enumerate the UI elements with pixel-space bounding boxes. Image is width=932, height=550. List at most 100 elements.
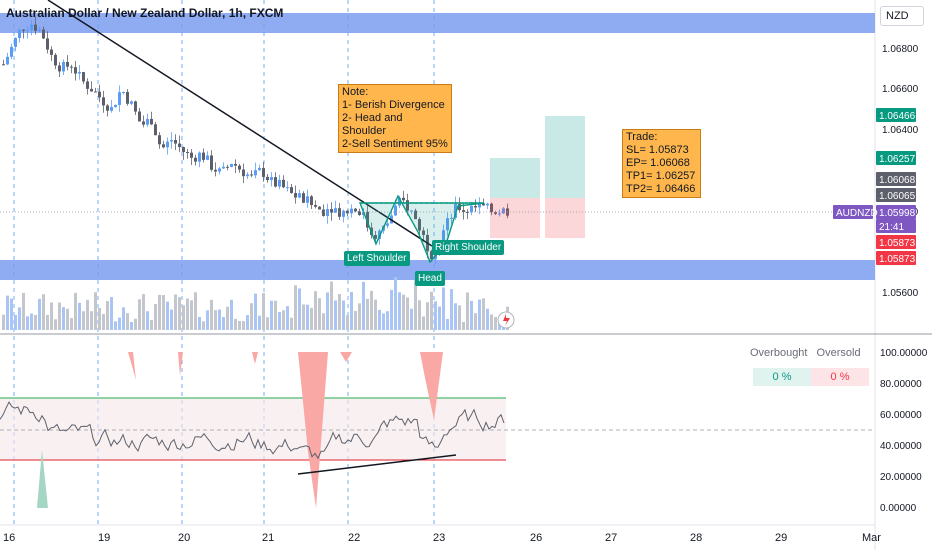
price-tag-text: 1.05873	[879, 238, 916, 249]
volume-bar	[334, 300, 337, 330]
candle-body	[490, 203, 493, 213]
volume-bar	[174, 294, 177, 330]
volume-bar	[54, 319, 57, 330]
candle-body	[78, 72, 81, 74]
candle-body	[250, 174, 253, 176]
support-zone	[0, 260, 875, 280]
volume-bar	[146, 311, 149, 330]
volume-bar	[122, 307, 125, 330]
volume-bar	[422, 316, 425, 330]
volume-bar	[34, 315, 37, 330]
candle-body	[158, 135, 161, 145]
volume-bar	[226, 306, 229, 330]
time-tick: 29	[775, 532, 787, 544]
volume-bar	[430, 291, 433, 330]
volume-bar	[298, 288, 301, 330]
volume-bar	[370, 290, 373, 330]
candle-body	[402, 197, 405, 201]
time-tick: 21	[262, 532, 274, 544]
trend-line[interactable]	[47, 0, 433, 247]
price-tag	[876, 172, 916, 186]
candle-body	[262, 167, 265, 177]
volume-bar	[186, 298, 189, 330]
currency-button[interactable]: NZD	[880, 6, 924, 26]
sl-risk-box-1[interactable]	[490, 198, 540, 238]
candle-body	[10, 46, 13, 57]
volume-bar	[70, 318, 73, 330]
volume-bar	[126, 313, 129, 330]
right-shoulder-label[interactable]: Right Shoulder	[432, 240, 505, 255]
volume-bar	[466, 292, 469, 330]
trade-annotation[interactable]: Trade: SL= 1.05873 EP= 1.06068 TP1= 1.06…	[622, 129, 701, 198]
candle-body	[214, 169, 217, 172]
volume-bar	[402, 294, 405, 330]
candle-body	[318, 206, 321, 210]
candle-body	[6, 56, 9, 65]
candle-body	[114, 104, 117, 108]
candle-body	[482, 203, 485, 206]
volume-bar	[14, 314, 17, 330]
candle-body	[298, 193, 301, 198]
volume-bar	[198, 316, 201, 330]
volume-bar	[30, 313, 33, 330]
candle-body	[90, 88, 93, 92]
candle-body	[358, 211, 361, 215]
candle-body	[306, 196, 309, 203]
candle-body	[14, 37, 17, 47]
candle-body	[394, 205, 397, 216]
note-title: Note:	[342, 86, 369, 98]
volume-bar	[138, 299, 141, 330]
volume-bar	[2, 314, 5, 330]
note-annotation[interactable]: Note: 1- Berish Divergence 2- Head and S…	[338, 84, 452, 153]
volume-bar	[150, 319, 153, 330]
head-shoulders-pattern[interactable]	[358, 194, 485, 264]
volume-bar	[62, 307, 65, 330]
volume-bar	[478, 299, 481, 330]
volume-bar	[398, 292, 401, 330]
trade-line: TP2= 1.06466	[626, 183, 696, 195]
volume-bar	[482, 298, 485, 330]
candle-body	[150, 118, 153, 125]
volume-bar	[382, 313, 385, 330]
volume-bar	[78, 302, 81, 330]
head-label[interactable]: Head	[415, 271, 445, 286]
candle-body	[462, 210, 465, 212]
candle-body	[98, 91, 101, 98]
volume-bar	[494, 316, 497, 330]
candle-body	[210, 155, 213, 170]
left-shoulder-label[interactable]: Left Shoulder	[344, 251, 410, 266]
candle-body	[22, 29, 25, 31]
volume-bar	[154, 303, 157, 330]
time-axis[interactable]: 16 19 20 21 22 23 26 27 28 29 Mar	[3, 532, 881, 544]
divergence-line[interactable]	[297, 454, 457, 475]
oversold-header: Oversold	[816, 347, 861, 359]
candle-body	[66, 61, 69, 67]
volume-bar	[330, 281, 333, 330]
osc-axis[interactable]: 100.00000 80.00000 60.00000 40.00000 20.0000…	[880, 348, 928, 514]
volume-bar	[322, 313, 325, 330]
volume-bar	[438, 306, 441, 330]
candle-body	[466, 211, 469, 213]
candle-body	[70, 66, 73, 68]
volume-bar	[274, 300, 277, 330]
candle-body	[282, 179, 285, 188]
volume-bar	[42, 294, 45, 330]
price-tag	[876, 188, 916, 202]
time-tick: 19	[98, 532, 110, 544]
volume-bar	[254, 293, 257, 330]
volume-bar	[386, 311, 389, 330]
candle-body	[198, 152, 201, 162]
volume-bar	[414, 280, 417, 330]
volume-bar	[98, 307, 101, 330]
volume-bar	[262, 293, 265, 330]
volume-bar	[442, 287, 445, 330]
osc-tick: 100.00000	[880, 348, 928, 359]
candle-body	[498, 213, 501, 215]
volume-bar	[46, 314, 49, 330]
note-line: 2-Sell Sentiment 95%	[342, 138, 448, 150]
volume-bar	[250, 303, 253, 330]
sl-risk-box-2[interactable]	[545, 198, 585, 238]
tp2-target-box[interactable]	[545, 116, 585, 198]
tp1-target-box[interactable]	[490, 158, 540, 198]
